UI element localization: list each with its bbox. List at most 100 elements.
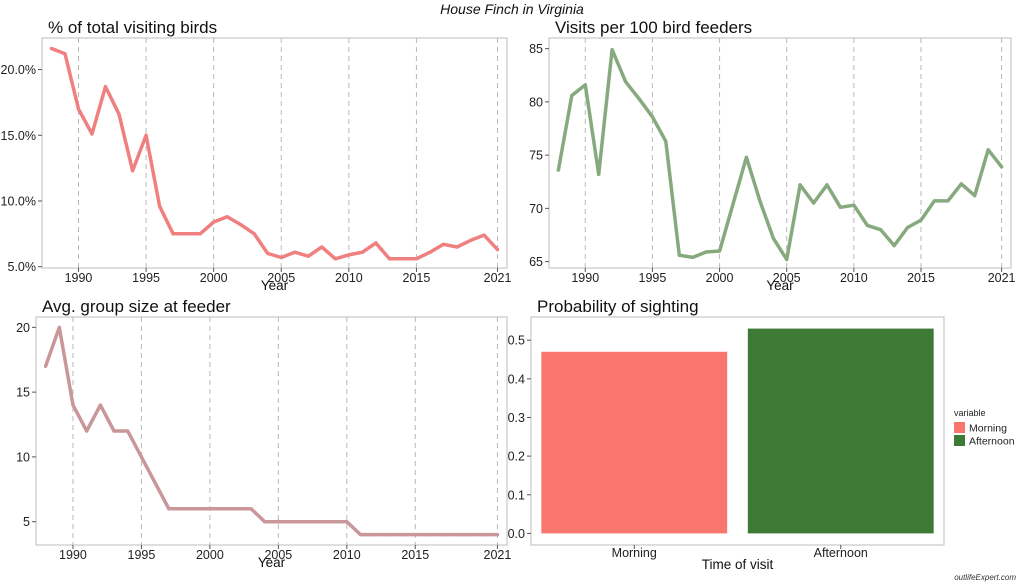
data-point-1990 (71, 403, 75, 407)
data-point-2009 (333, 257, 337, 261)
data-point-2008 (317, 520, 321, 524)
legend-item-afternoon: Afternoon (969, 436, 1015, 448)
data-point-2021 (495, 248, 500, 252)
x-tick-label: 2000 (706, 271, 734, 285)
panel-title: Probability of sighting (537, 297, 699, 316)
data-point-1997 (171, 232, 175, 236)
panel-title: Avg. group size at feeder (42, 297, 231, 316)
data-point-2015 (919, 218, 923, 222)
x-tick-label: 1990 (65, 271, 93, 285)
y-tick-label: 20 (16, 321, 30, 335)
plot-frame (35, 316, 508, 546)
data-point-1992 (98, 403, 102, 407)
data-point-1998 (185, 232, 189, 236)
y-tick-label: 70 (529, 202, 543, 216)
y-tick-label: 5 (23, 515, 30, 529)
y-tick-label: 15.0% (1, 129, 36, 143)
data-point-1999 (704, 250, 708, 254)
y-tick-label: 80 (529, 95, 543, 109)
panel-2: Visits per 100 bird feeders 65 70 75 80 85 Yea… (529, 18, 1015, 293)
data-point-2011 (358, 533, 363, 537)
y-tick-label: 85 (529, 42, 543, 56)
data-point-2013 (387, 257, 391, 261)
data-point-2012 (374, 241, 378, 245)
y-tick-label: 0.1 (508, 488, 525, 502)
data-point-2008 (825, 183, 829, 187)
data-point-1988 (49, 46, 54, 51)
panel-title: Visits per 100 bird feeders (555, 18, 752, 37)
x-axis-label: Time of visit (702, 557, 774, 572)
data-point-1999 (194, 507, 198, 511)
data-point-2016 (932, 199, 937, 203)
data-point-2004 (771, 236, 775, 240)
series-line (556, 47, 1004, 262)
data-point-1992 (103, 85, 108, 89)
x-axis-label: Year (766, 278, 794, 293)
x-tick-label: 2021 (988, 271, 1016, 285)
data-point-2000 (208, 507, 212, 511)
data-point-2020 (482, 233, 486, 237)
data-point-2016 (427, 533, 431, 537)
data-point-1989 (63, 52, 67, 56)
x-tick-label: Afternoon (814, 546, 868, 560)
data-point-2004 (263, 520, 267, 524)
data-point-2003 (252, 232, 256, 236)
y-tick-label: 0.5 (508, 334, 525, 348)
x-tick-label: 2005 (267, 271, 295, 285)
data-point-1993 (117, 112, 121, 116)
data-point-2000 (212, 220, 216, 224)
x-tick-label: 2010 (840, 271, 868, 285)
data-point-2012 (879, 228, 883, 232)
y-tick-label: 10 (16, 450, 30, 464)
figure-title: House Finch in Virginia (440, 1, 584, 17)
x-tick-label: 2000 (200, 271, 228, 285)
legend-swatch-morning (954, 422, 965, 433)
plot-frame (530, 316, 945, 546)
data-point-2000 (718, 249, 722, 253)
data-point-1994 (637, 97, 641, 101)
data-point-2005 (785, 257, 789, 262)
data-point-2018 (454, 533, 458, 537)
y-tick-label: 0.4 (508, 372, 525, 386)
data-point-2002 (235, 507, 239, 511)
data-point-1997 (677, 253, 681, 257)
data-point-2011 (360, 250, 364, 254)
data-point-1989 (57, 325, 61, 329)
y-tick-label: 0.3 (508, 411, 525, 425)
data-point-2009 (838, 205, 843, 209)
data-point-2011 (865, 223, 869, 227)
data-point-1991 (90, 132, 94, 136)
data-point-2018 (455, 245, 459, 249)
x-tick-label: 2021 (484, 271, 512, 285)
data-point-1998 (691, 255, 695, 259)
data-point-2010 (852, 203, 856, 207)
data-point-1997 (167, 507, 171, 511)
data-point-2003 (249, 507, 253, 511)
data-point-2001 (222, 507, 226, 511)
plot-frame (548, 37, 1012, 269)
data-point-1988 (44, 364, 48, 368)
series-line (49, 46, 500, 261)
data-point-1996 (153, 481, 157, 485)
data-point-2017 (946, 199, 950, 203)
data-point-2013 (386, 533, 390, 537)
data-point-2021 (1000, 165, 1004, 169)
data-point-2010 (347, 253, 351, 257)
y-tick-label: 65 (529, 255, 543, 269)
data-point-2014 (906, 225, 910, 230)
data-point-2014 (400, 533, 404, 537)
x-tick-label: 1990 (59, 548, 87, 562)
legend-item-morning: Morning (969, 423, 1007, 435)
x-axis-label: Year (258, 555, 286, 570)
data-point-1991 (597, 172, 601, 176)
data-point-1994 (126, 429, 130, 433)
data-point-2001 (731, 202, 735, 206)
data-point-2015 (413, 533, 417, 537)
series-line (43, 325, 500, 537)
data-point-2002 (744, 155, 749, 159)
x-tick-label: 1990 (571, 271, 599, 285)
data-point-2015 (414, 257, 418, 261)
x-tick-label: 2021 (484, 548, 512, 562)
data-point-2019 (468, 533, 472, 537)
panel-3: Avg. group size at feeder 5 10 15 20 Year 1990… (16, 297, 511, 570)
